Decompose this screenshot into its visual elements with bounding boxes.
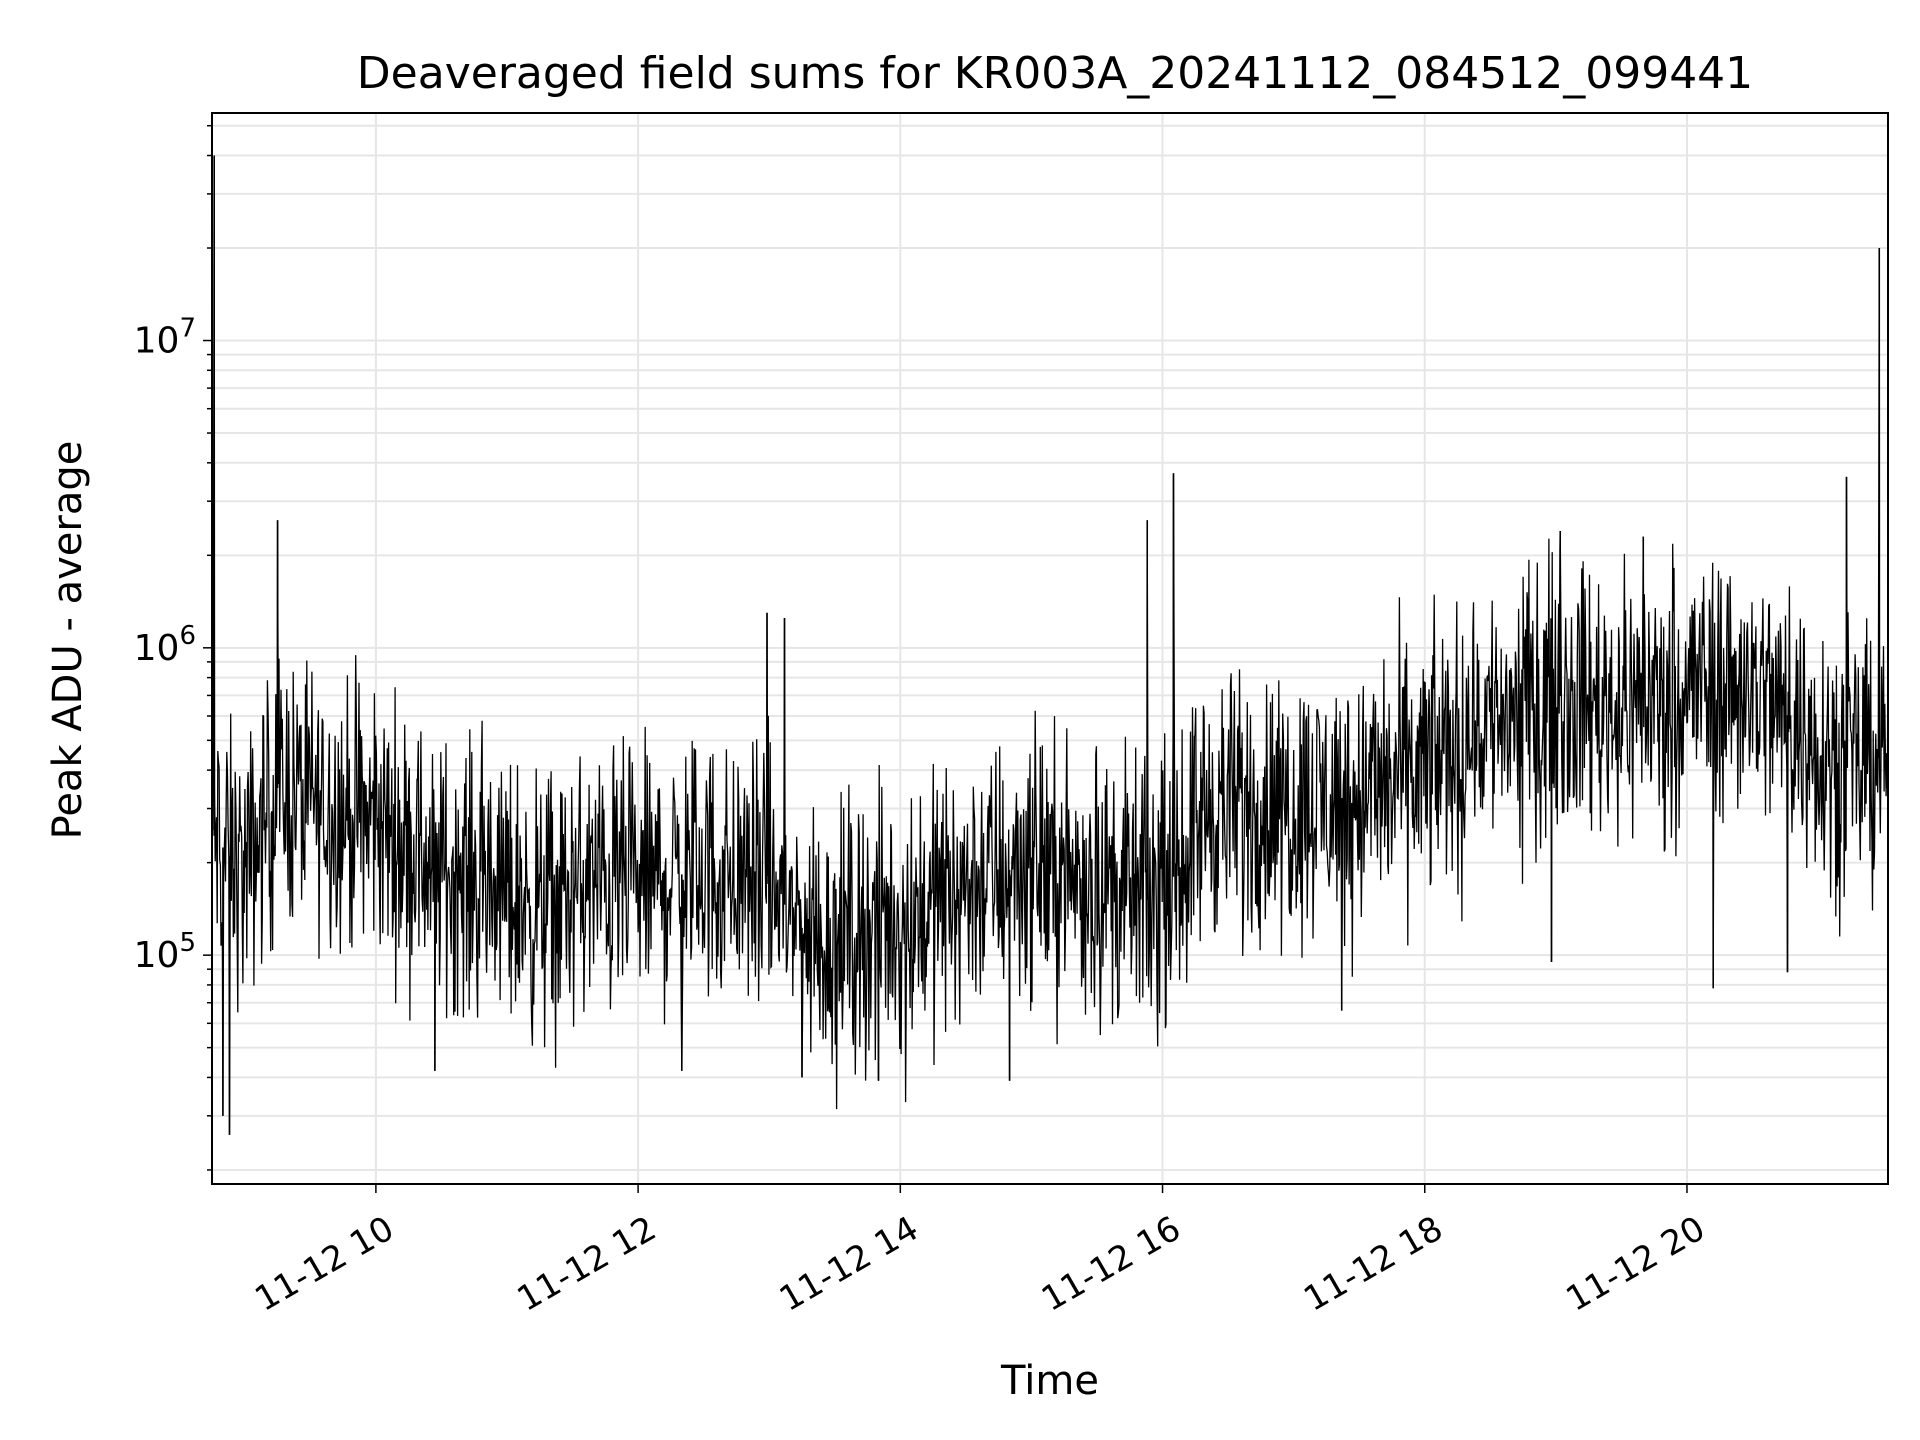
data-series [212, 155, 1888, 1135]
x-tick-label: 11-12 18 [1297, 1209, 1449, 1320]
y-tick-label: 106 [134, 621, 196, 669]
x-tick-label: 11-12 12 [511, 1209, 663, 1320]
series-line [212, 155, 1888, 1135]
x-tick-label: 11-12 14 [773, 1209, 925, 1320]
x-tick-label: 11-12 10 [248, 1209, 400, 1320]
x-tick-label: 11-12 16 [1035, 1209, 1187, 1320]
y-tick-label: 105 [134, 928, 196, 976]
chart-title: Deaveraged field sums for KR003A_2024111… [356, 48, 1754, 99]
y-tick-label: 107 [134, 314, 196, 362]
y-axis-label: Peak ADU - average [45, 440, 91, 840]
x-tick-label: 11-12 20 [1559, 1209, 1711, 1320]
x-axis-label: Time [1001, 1358, 1099, 1404]
plot-frame [211, 112, 1889, 1185]
